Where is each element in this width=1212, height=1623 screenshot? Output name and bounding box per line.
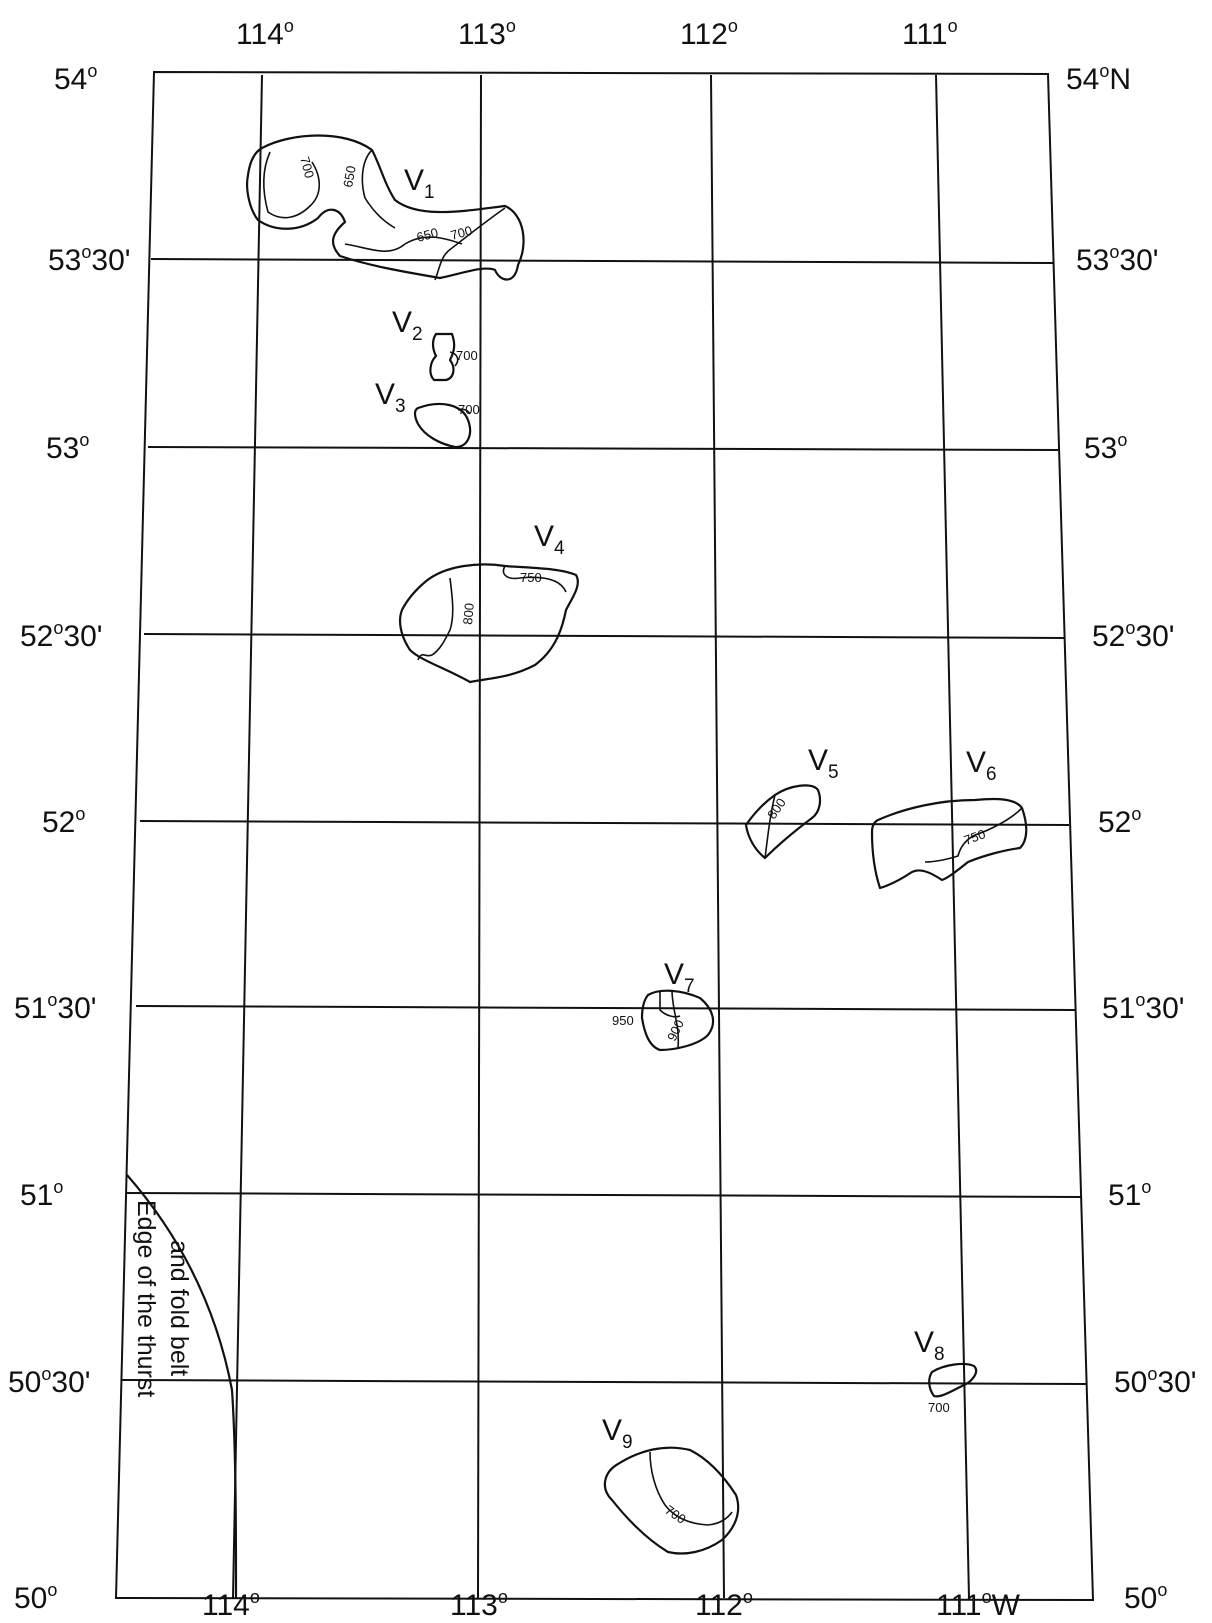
- feature-v2-isoline: [449, 351, 459, 367]
- right-lat-label: 52o30': [1092, 618, 1175, 653]
- feature-v2: 700 V2: [392, 306, 478, 382]
- left-lat-label: 53o30': [48, 242, 131, 277]
- thrust-belt-label-line2: and fold belt: [165, 1240, 193, 1376]
- feature-v6-contour-label: 750: [962, 826, 988, 848]
- bottom-lon-label: 112o: [695, 1587, 753, 1622]
- feature-v6: 750 V6: [870, 746, 1028, 890]
- thrust-belt-label: Edge of the thurst and fold belt: [132, 1200, 193, 1404]
- left-lat-label: 50o: [14, 1580, 57, 1615]
- right-lat-label: 51o: [1108, 1177, 1151, 1212]
- feature-v2-contour-label: 700: [456, 348, 478, 363]
- feature-v1-contour-label: 700: [449, 223, 474, 243]
- feature-v9: 700 V9: [602, 1414, 740, 1555]
- left-lat-label: 54o: [54, 61, 97, 96]
- feature-v5: 800 V5: [744, 744, 839, 860]
- feature-v5-outline: [744, 784, 822, 860]
- map-frame: [114, 70, 1095, 1602]
- right-lat-label: 52o: [1098, 804, 1141, 839]
- feature-v8-contour-label: 700: [928, 1400, 950, 1415]
- top-lon-label: 111o: [902, 16, 958, 51]
- meridian-111: [935, 74, 970, 1599]
- feature-v4-isoline: [502, 565, 567, 593]
- left-lat-label: 53o: [46, 430, 89, 465]
- left-lat-label: 52o: [42, 804, 85, 839]
- feature-v7-label: V7: [664, 958, 695, 997]
- feature-v2-label: V2: [392, 306, 423, 345]
- feature-v1-contour-label: 650: [340, 165, 359, 189]
- right-lat-label: 51o30': [1102, 990, 1185, 1025]
- feature-v6-label: V6: [966, 746, 997, 785]
- feature-v1-contour-label: 700: [297, 155, 317, 180]
- feature-v9-outline: [603, 1446, 740, 1555]
- meridian-112: [710, 74, 725, 1599]
- right-lat-label: 53o: [1084, 430, 1127, 465]
- feature-v1-isoline: [434, 207, 506, 281]
- feature-v9-label: V9: [602, 1414, 633, 1453]
- feature-v4-isoline: [417, 577, 454, 661]
- feature-v9-isoline: [649, 1451, 733, 1526]
- parallel-53: [147, 446, 1059, 451]
- graticule: [114, 70, 1095, 1602]
- feature-v6-isoline: [924, 807, 1023, 863]
- feature-v7-outline: [640, 989, 715, 1052]
- bottom-lon-label: 114o: [202, 1587, 260, 1622]
- parallel-51-30: [135, 1005, 1076, 1011]
- left-lat-label: 51o30': [14, 990, 97, 1025]
- parallel-50-30: [120, 1379, 1087, 1385]
- parallel-51: [126, 1192, 1082, 1198]
- feature-v8-outline: [928, 1362, 978, 1398]
- right-lat-label: 50o: [1124, 1580, 1167, 1615]
- parallel-53-30: [150, 258, 1054, 264]
- feature-v4-contour-label: 750: [520, 570, 542, 585]
- feature-v1: 700 650 650 700 V1: [246, 134, 525, 281]
- feature-v3-contour-label: 700: [458, 402, 480, 417]
- right-lat-label: 53o30': [1076, 242, 1159, 277]
- right-lat-label: 50o30': [1114, 1364, 1197, 1399]
- meridian-114: [232, 74, 263, 1599]
- left-latitude-labels: 54o 53o30' 53o 52o30' 52o 51o30' 51o 50o…: [8, 61, 131, 1615]
- feature-v2-outline: [429, 332, 456, 382]
- feature-v8: 700 V8: [914, 1326, 978, 1415]
- feature-v7-contour-label: 900: [664, 1017, 687, 1043]
- feature-v7-isoline: [671, 989, 680, 1049]
- feature-v1-isoline: [262, 151, 321, 219]
- parallel-52: [139, 820, 1070, 826]
- feature-v4: 750 800 V4: [399, 520, 579, 684]
- feature-v7: 950 900 V7: [612, 958, 715, 1052]
- left-lat-label: 52o30': [20, 618, 103, 653]
- thrust-belt-edge-line: [126, 1174, 238, 1599]
- feature-v1-contour-label: 650: [415, 225, 440, 245]
- bottom-lon-label: 111oW: [936, 1587, 1021, 1622]
- thrust-belt-label-line1: Edge of the thurst: [132, 1200, 160, 1397]
- feature-v7-contour-label: 950: [612, 1013, 634, 1028]
- feature-v3: 700 V3: [375, 378, 480, 449]
- feature-v4-contour-label: 800: [460, 602, 477, 625]
- right-lat-label: 54oN: [1066, 61, 1131, 96]
- top-lon-label: 112o: [680, 16, 738, 51]
- right-latitude-labels: 54oN 53o30' 53o 52o30' 52o 51o30' 51o 50…: [1066, 61, 1197, 1615]
- feature-v1-outline: [246, 134, 525, 281]
- feature-v8-label: V8: [914, 1326, 945, 1365]
- feature-v1-label: V1: [404, 164, 435, 203]
- bottom-lon-label: 113o: [450, 1587, 508, 1622]
- feature-v4-label: V4: [534, 520, 565, 559]
- feature-v7-isoline: [659, 992, 681, 1018]
- top-longitude-labels: 114o 113o 112o 111o: [236, 16, 958, 51]
- parallel-52-30: [143, 633, 1065, 639]
- feature-v5-isoline: [764, 794, 776, 859]
- feature-v4-outline: [399, 563, 579, 684]
- top-lon-label: 113o: [458, 16, 516, 51]
- feature-v5-label: V5: [808, 744, 839, 783]
- feature-v3-isoline: [457, 408, 471, 415]
- feature-v1-isoline: [344, 236, 463, 252]
- bottom-longitude-labels: 114o 113o 112o 111oW: [202, 1587, 1021, 1622]
- meridian-113: [477, 74, 482, 1599]
- top-lon-label: 114o: [236, 16, 294, 51]
- feature-v6-outline: [870, 797, 1028, 890]
- left-lat-label: 51o: [20, 1177, 63, 1212]
- feature-v1-isoline: [361, 149, 396, 229]
- left-lat-label: 50o30': [8, 1364, 91, 1399]
- feature-v3-label: V3: [375, 378, 406, 417]
